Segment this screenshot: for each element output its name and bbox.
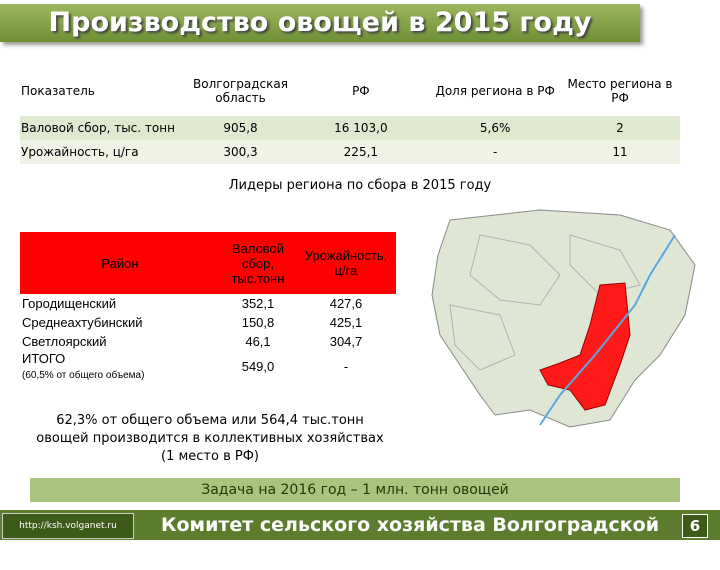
header-row: Показатель Волгоградская область РФ Доля ре… bbox=[20, 66, 680, 116]
footer-organization: Комитет сельского хозяйства Волгоградско… bbox=[160, 514, 660, 566]
row: ИТОГО (60,5% от общего объема) 549,0 - bbox=[20, 351, 396, 381]
slide-title: Производство овощей в 2015 году bbox=[0, 4, 640, 42]
table-note: (60,5% от общего объема) bbox=[22, 370, 145, 381]
cell: 549,0 bbox=[241, 358, 275, 374]
row: Валовой сбор, тыс. тонн 905,8 16 103,0 5,6%… bbox=[20, 116, 680, 140]
cell: 304,7 bbox=[329, 334, 363, 349]
map-river bbox=[539, 234, 676, 426]
header-row: Район Валовой сбор, тыс.тонн Урожайность, … bbox=[20, 232, 396, 294]
row: Светлоярский 46,1 304,7 bbox=[20, 332, 396, 351]
leaders-table: Район Валовой сбор, тыс.тонн Урожайность, … bbox=[20, 232, 396, 381]
page-number: 6 bbox=[682, 514, 708, 538]
header-cell: Валовой сбор, тыс.тонн bbox=[220, 232, 296, 294]
slide: Производство овощей в 2015 году Показате… bbox=[0, 4, 720, 566]
cell: - bbox=[343, 358, 349, 374]
cell: Урожайность, ц/га bbox=[20, 140, 190, 164]
header-cell: Волгоградская область bbox=[193, 77, 288, 105]
map-region bbox=[431, 209, 696, 428]
cell: 225,1 bbox=[291, 140, 431, 164]
region-map bbox=[431, 209, 696, 428]
cell: 425,1 bbox=[329, 315, 363, 330]
cell: ИТОГО (60,5% от общего объема) bbox=[22, 351, 145, 381]
cell: Валовой сбор, тыс. тонн bbox=[20, 116, 190, 140]
row: Городищенский 352,1 427,6 bbox=[20, 294, 396, 313]
cell: 150,8 bbox=[241, 315, 275, 330]
cell: - bbox=[430, 140, 560, 164]
subtitle: Лидеры региона по сбора в 2015 году bbox=[228, 178, 492, 193]
row: Урожайность, ц/га 300,3 225,1-11 bbox=[20, 140, 680, 164]
header-cell: Урожайность, ц/га bbox=[296, 232, 396, 294]
summary-table: Показатель Волгоградская область РФ Доля ре… bbox=[20, 66, 680, 164]
map-leaders bbox=[539, 282, 631, 411]
cell: Светлоярский bbox=[22, 334, 107, 349]
cell: 46,1 bbox=[245, 334, 271, 349]
cell: 16 103,0 bbox=[291, 116, 431, 140]
cell: Городищенский bbox=[22, 296, 117, 311]
note: 62,3% от общего объема или 564,4 тыс.тон… bbox=[36, 413, 384, 464]
header-cell: Показатель bbox=[21, 84, 95, 98]
cell: 300,3 bbox=[189, 140, 292, 164]
cell: 11 bbox=[559, 140, 680, 164]
header-cell: Район bbox=[20, 232, 220, 294]
cell: 2 bbox=[559, 116, 680, 140]
header-cell: Место региона в РФ bbox=[567, 77, 673, 105]
cell: Среднеахтубинский bbox=[22, 315, 143, 330]
cell: 905,8 bbox=[189, 116, 292, 140]
cell: 427,6 bbox=[329, 296, 363, 311]
banner: Задача на 2016 год – 1 млн. тонн овощей bbox=[30, 478, 680, 502]
cell: 5,6% bbox=[430, 116, 560, 140]
header-cell: Доля региона в РФ bbox=[435, 84, 555, 98]
header-cell: РФ bbox=[352, 84, 370, 98]
footer-url[interactable]: http://ksh.volganet.ru bbox=[2, 513, 134, 539]
cell: 352,1 bbox=[241, 296, 275, 311]
row: Среднеахтубинский 150,8 425,1 bbox=[20, 313, 396, 332]
